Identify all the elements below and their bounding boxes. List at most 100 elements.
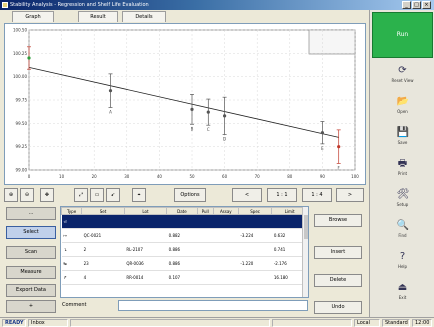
table-row[interactable]: ↴ 2 RL-2107 0.886 0.741	[61, 242, 308, 257]
x-tick-label: 40	[157, 174, 163, 179]
options-button[interactable]: Options	[174, 188, 206, 202]
x-tick-label: 60	[222, 174, 228, 179]
col-lot[interactable]: Lot	[123, 207, 168, 215]
data-point	[320, 131, 324, 135]
next-button[interactable]: >	[336, 188, 364, 202]
folder-icon: 📂	[396, 96, 409, 107]
side-button-label: Print	[397, 171, 408, 176]
col-pull[interactable]: Pull	[196, 207, 214, 215]
maximize-button[interactable]: □	[412, 1, 421, 9]
side-button-label: Save	[397, 140, 408, 145]
pan-icon[interactable]: ✥	[40, 188, 54, 202]
status-bar: READY Inbox Local Standard 12:00	[0, 317, 434, 327]
minimize-button[interactable]: _	[402, 1, 411, 9]
point-label: B	[191, 126, 194, 131]
tools-icon: 🛠	[396, 189, 410, 200]
x-tick-label: 70	[255, 174, 261, 179]
side-button-label: Exit	[398, 295, 407, 300]
point-label: C	[207, 127, 210, 132]
row-tools: Browse Insert Delete Undo	[312, 206, 366, 314]
col-set[interactable]: Set	[81, 207, 125, 215]
x-tick-label: 0	[28, 174, 31, 179]
side-button-label: Setup	[396, 202, 409, 207]
main-window: Graph Result Details 100.50 100.25 100.00 9…	[0, 10, 434, 317]
title-bar: Stability Analysis - Regression and Shel…	[0, 0, 434, 10]
browse-button[interactable]: Browse	[314, 214, 362, 227]
point-label: F	[338, 165, 341, 170]
y-tick-label: 99.50	[16, 121, 28, 126]
trend-line	[28, 66, 339, 138]
table-row[interactable]: ↦ QC-0021 0.882 -3.224 0.632	[61, 228, 308, 243]
zoom-out-icon[interactable]: ⊖	[20, 188, 34, 202]
nav-scan-button[interactable]: Scan	[6, 246, 56, 259]
col-spec[interactable]: Spec	[237, 207, 273, 215]
col-assay[interactable]: Assay	[212, 207, 239, 215]
right-panel: Run ⟳ Reset View 📂 Open 💾 Save 🖶 Print 🛠 Setup 🔍 Fi…	[369, 10, 434, 317]
table-scrollbar[interactable]	[302, 207, 308, 297]
nav-export-button[interactable]: Export Data	[6, 284, 56, 297]
refresh-icon: ⟳	[398, 65, 407, 76]
comment-input[interactable]	[118, 300, 308, 311]
stability-chart: 100.50 100.25 100.00 99.75 99.50 99.25 99.000 1…	[13, 28, 359, 180]
nav-more-button[interactable]: ...	[6, 207, 56, 220]
x-tick-label: 90	[320, 174, 326, 179]
y-tick-label: 100.50	[13, 28, 27, 33]
row-type-icon: ↹	[61, 256, 82, 271]
run-button[interactable]: Run	[372, 12, 433, 58]
measure-icon[interactable]: ⌖	[132, 188, 146, 202]
zoom-1-4-button[interactable]: 1 : 4	[302, 188, 332, 202]
zoom-1-1-button[interactable]: 1 : 1	[267, 188, 297, 202]
table-row[interactable]: ↹ 23 QR-0036 0.886 -1.220 -2.176	[61, 256, 308, 271]
reset-view-side-button[interactable]: ⟳ Reset View	[374, 62, 431, 92]
tab-details[interactable]: Details	[122, 11, 166, 22]
x-tick-label: 100	[351, 174, 359, 179]
tab-result[interactable]: Result	[78, 11, 118, 22]
scrollbar-thumb[interactable]	[304, 215, 308, 239]
close-button[interactable]: ×	[422, 1, 431, 9]
save-side-button[interactable]: 💾 Save	[374, 124, 431, 154]
point-label: A	[109, 109, 112, 114]
data-point	[223, 114, 227, 118]
zoom-in-icon[interactable]: ⊕	[4, 188, 18, 202]
cursor-icon[interactable]: ➹	[106, 188, 120, 202]
undo-button[interactable]: Undo	[314, 301, 362, 314]
point-label: D	[223, 137, 226, 142]
data-point	[190, 107, 194, 111]
row-type-icon: ↱	[61, 270, 82, 285]
exit-side-button[interactable]: ⏏ Exit	[374, 279, 431, 309]
delete-button[interactable]: Delete	[314, 274, 362, 287]
left-nav: ... Select Scan Measure Export Data +	[4, 206, 58, 314]
table-row[interactable]: ↱ 4 RR-0014 0.107 16.180	[61, 270, 308, 285]
help-side-button[interactable]: ? Help	[374, 248, 431, 278]
col-date[interactable]: Date	[166, 207, 198, 215]
side-button-label: Reset View	[391, 78, 414, 83]
tab-graph[interactable]: Graph	[12, 11, 54, 22]
status-ready: READY	[2, 319, 26, 327]
nav-add-button[interactable]: +	[6, 300, 56, 313]
col-type[interactable]: Type	[61, 207, 83, 215]
data-point	[337, 145, 341, 149]
fit-icon[interactable]: ⤢	[74, 188, 88, 202]
table-row[interactable]: ⏎	[61, 214, 308, 229]
side-button-label: Open	[397, 109, 408, 114]
window-title: Stability Analysis - Regression and Shel…	[10, 2, 149, 8]
insert-button[interactable]: Insert	[314, 246, 362, 259]
row-type-icon: ↴	[61, 242, 82, 257]
select-icon[interactable]: ▭	[90, 188, 104, 202]
prev-button[interactable]: <	[232, 188, 262, 202]
print-side-button[interactable]: 🖶 Print	[374, 155, 431, 185]
point-label: E	[321, 146, 324, 151]
setup-side-button[interactable]: 🛠 Setup	[374, 186, 431, 216]
status-location: Local	[354, 319, 380, 327]
row-type-icon: ⏎	[61, 214, 82, 229]
open-side-button[interactable]: 📂 Open	[374, 93, 431, 123]
y-tick-label: 100.25	[13, 51, 27, 56]
nav-measure-button[interactable]: Measure	[6, 266, 56, 279]
side-button-label: Find	[398, 233, 407, 238]
row-type-icon: ↦	[61, 228, 82, 243]
data-point	[27, 56, 31, 60]
nav-select-button[interactable]: Select	[6, 226, 56, 239]
y-tick-label: 99.00	[16, 168, 28, 173]
x-tick-label: 50	[189, 174, 195, 179]
find-side-button[interactable]: 🔍 Find	[374, 217, 431, 247]
